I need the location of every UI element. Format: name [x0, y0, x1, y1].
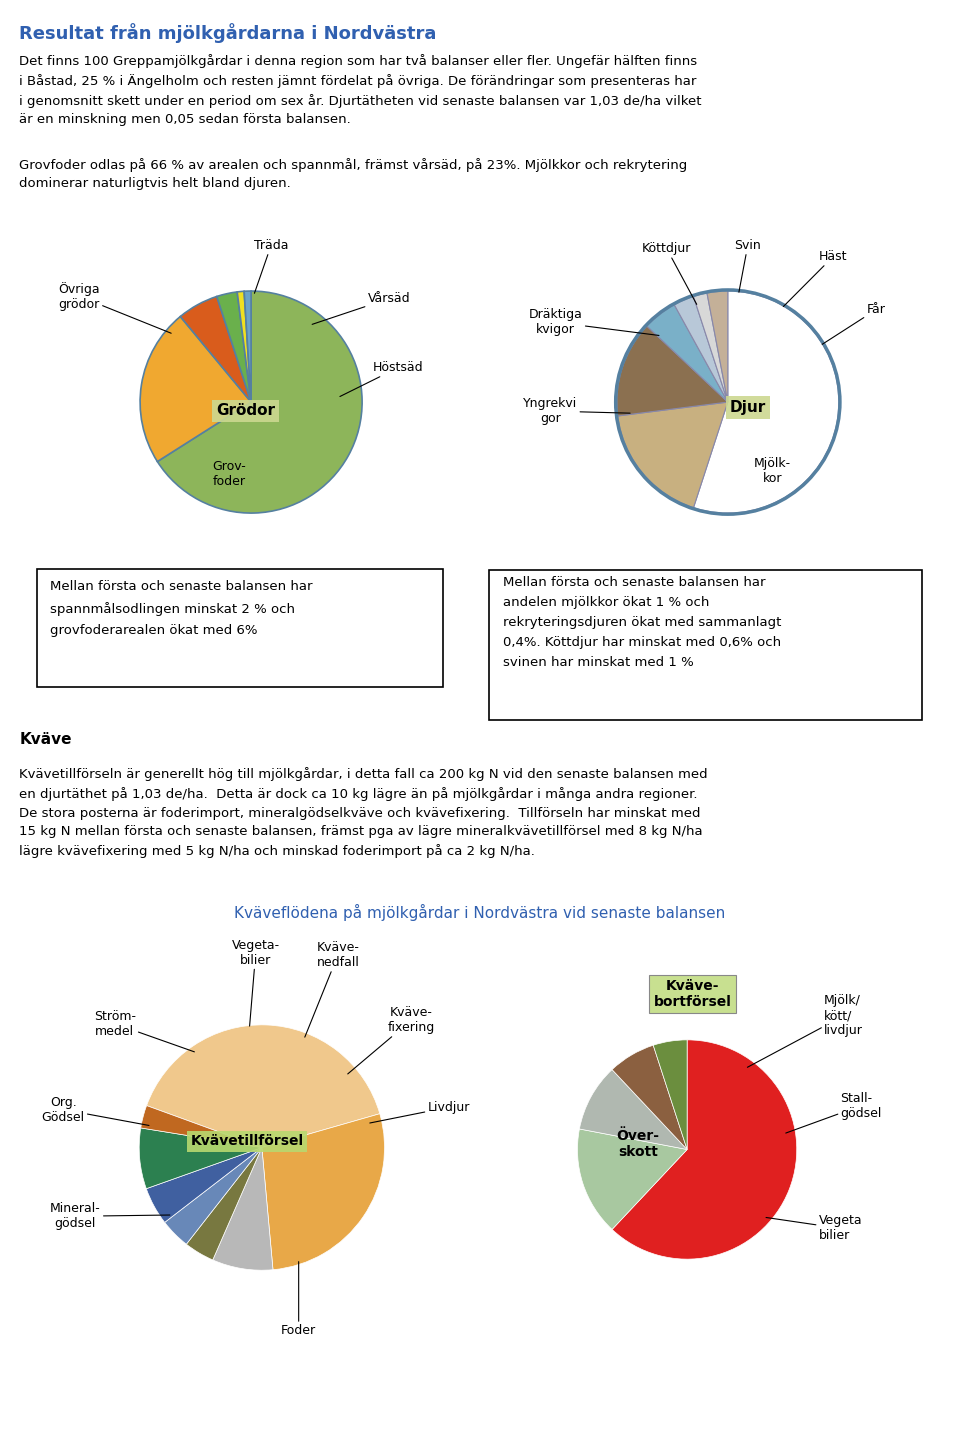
Text: Övriga
grödor: Övriga grödor	[59, 282, 171, 333]
Wedge shape	[146, 1147, 262, 1222]
FancyBboxPatch shape	[489, 569, 923, 721]
Wedge shape	[139, 1128, 262, 1189]
Text: Kväveflödena på mjölkgårdar i Nordvästra vid senaste balansen: Kväveflödena på mjölkgårdar i Nordvästra…	[234, 904, 726, 921]
Wedge shape	[616, 326, 728, 416]
Wedge shape	[147, 1025, 380, 1147]
Text: Djur: Djur	[730, 400, 766, 416]
Wedge shape	[674, 297, 728, 403]
Text: Ström-
medel: Ström- medel	[94, 1009, 194, 1051]
Text: Stall-
gödsel: Stall- gödsel	[786, 1092, 882, 1132]
Text: Org.
Gödsel: Org. Gödsel	[41, 1096, 149, 1125]
FancyBboxPatch shape	[37, 569, 443, 686]
Text: Det finns 100 Greppamjölkgårdar i denna region som har två balanser eller fler. : Det finns 100 Greppamjölkgårdar i denna …	[19, 54, 702, 126]
Text: Kväve-
bortförsel: Kväve- bortförsel	[654, 979, 732, 1009]
Wedge shape	[617, 403, 728, 508]
Text: Över-
skott: Över- skott	[616, 1129, 660, 1158]
Text: Mellan första och senaste balansen har
andelen mjölkkor ökat 1 % och
rekrytering: Mellan första och senaste balansen har a…	[503, 576, 780, 669]
Wedge shape	[580, 1070, 687, 1150]
Wedge shape	[612, 1040, 797, 1260]
Text: Svin: Svin	[734, 239, 761, 292]
Text: Grovfoder odlas på 66 % av arealen och spannmål, främst vårsäd, på 23%. Mjölkkor: Grovfoder odlas på 66 % av arealen och s…	[19, 158, 687, 190]
Wedge shape	[612, 1045, 687, 1150]
Wedge shape	[578, 1129, 687, 1229]
Text: Dräktiga
kvigor: Dräktiga kvigor	[529, 308, 659, 336]
Text: Kväve-
fixering: Kväve- fixering	[348, 1006, 435, 1074]
Text: Köttdjur: Köttdjur	[642, 242, 697, 304]
Wedge shape	[707, 291, 728, 403]
Wedge shape	[244, 291, 252, 403]
Text: Grov-
foder: Grov- foder	[212, 460, 246, 488]
Text: Kväve-
nedfall: Kväve- nedfall	[305, 941, 359, 1037]
Text: Mellan första och senaste balansen har
spannmålsodlingen minskat 2 % och
grovfod: Mellan första och senaste balansen har s…	[50, 581, 312, 637]
Text: Mineral-
gödsel: Mineral- gödsel	[50, 1202, 170, 1231]
Text: Resultat från mjölkgårdarna i Nordvästra: Resultat från mjölkgårdarna i Nordvästra	[19, 23, 437, 42]
Text: Grödor: Grödor	[216, 404, 276, 418]
Wedge shape	[165, 1147, 262, 1244]
Text: Får: Får	[822, 303, 885, 345]
Wedge shape	[693, 292, 728, 403]
Text: Kvävetillförseln är generellt hög till mjölkgårdar, i detta fall ca 200 kg N vid: Kvävetillförseln är generellt hög till m…	[19, 767, 708, 859]
Wedge shape	[647, 304, 728, 403]
Wedge shape	[217, 292, 252, 403]
Text: Vegeta
bilier: Vegeta bilier	[766, 1215, 862, 1242]
Text: Höstsäd: Höstsäd	[340, 361, 424, 397]
Wedge shape	[186, 1147, 262, 1260]
Text: Mjölk/
kött/
livdjur: Mjölk/ kött/ livdjur	[748, 995, 863, 1067]
Text: Kvävetillförsel: Kvävetillförsel	[191, 1134, 303, 1148]
Wedge shape	[140, 317, 252, 462]
Wedge shape	[141, 1106, 262, 1147]
Text: Kväve: Kväve	[19, 731, 72, 747]
Text: Mjölk-
kor: Mjölk- kor	[754, 458, 791, 485]
Text: Vårsäd: Vårsäd	[312, 292, 410, 324]
Text: Foder: Foder	[281, 1261, 316, 1337]
Text: Livdjur: Livdjur	[370, 1100, 469, 1124]
Text: Yngrekvi
gor: Yngrekvi gor	[523, 397, 630, 426]
Wedge shape	[262, 1114, 385, 1270]
Wedge shape	[237, 291, 252, 403]
Wedge shape	[213, 1147, 273, 1270]
Text: Vegeta-
bilier: Vegeta- bilier	[231, 938, 279, 1027]
Text: Häst: Häst	[783, 251, 848, 307]
Wedge shape	[180, 297, 252, 403]
Text: Träda: Träda	[253, 239, 288, 294]
Wedge shape	[693, 291, 839, 513]
Wedge shape	[157, 291, 362, 513]
Wedge shape	[653, 1040, 687, 1150]
